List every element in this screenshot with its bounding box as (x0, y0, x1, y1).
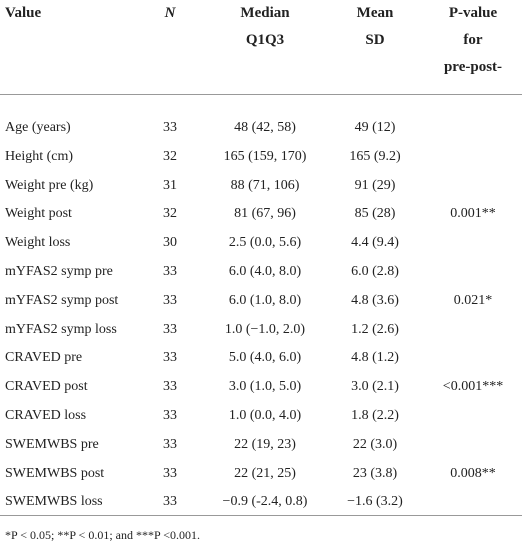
table-cell: Weight pre (kg) (5, 177, 94, 193)
table-cell: Weight loss (5, 235, 71, 251)
table-cell: 23 (3.8) (352, 465, 398, 481)
table-cell: 4.8 (3.6) (351, 292, 399, 308)
table-cell: Age (years) (5, 120, 71, 135)
table-cell: 81 (67, 96) (234, 206, 296, 222)
header-cell: for (463, 32, 483, 48)
header-cell: Mean (356, 5, 394, 21)
table-cell: Weight post (5, 206, 72, 222)
header-cell: SD (365, 32, 385, 48)
table-cell: CRAVED loss (5, 408, 87, 423)
table-cell: 1.8 (2.2) (351, 408, 399, 423)
table-cell: 1.0 (−1.0, 2.0) (224, 321, 306, 337)
table-cell: 88 (71, 106) (230, 177, 300, 193)
table-cell: mYFAS2 symp pre (5, 264, 113, 279)
table-cell: 48 (42, 58) (234, 120, 296, 135)
table-cell: 5.0 (4.0, 6.0) (228, 350, 302, 366)
footnote: *P < 0.05; **P < 0.01; and ***P <0.001. (5, 528, 200, 542)
table-cell: 32 (163, 148, 177, 164)
table-cell: Height (cm) (5, 148, 74, 164)
table-cell: 30 (163, 235, 177, 251)
table-cell: 1.0 (0.0, 4.0) (228, 408, 302, 423)
table-cell: 0.001** (450, 206, 496, 222)
table-cell: −0.9 (-2.4, 0.8) (222, 494, 308, 510)
table-cell: 1.2 (2.6) (351, 321, 399, 337)
table-cell: 22 (21, 25) (234, 465, 296, 481)
table-cell: 33 (163, 350, 177, 366)
table-cell: CRAVED post (5, 379, 88, 395)
table-cell: 0.021* (453, 292, 493, 308)
header-cell: Q1Q3 (245, 32, 285, 48)
bottom-rule (0, 515, 522, 516)
table-cell: mYFAS2 symp loss (5, 321, 117, 337)
table-cell: SWEMWBS pre (5, 436, 99, 452)
table-cell: 33 (163, 494, 177, 510)
header-rule (0, 94, 522, 95)
header-cell: P-value (448, 5, 498, 21)
header-cell: N (164, 5, 176, 21)
table-cell: 33 (163, 465, 177, 481)
table-cell: 31 (163, 177, 177, 193)
table-cell: 33 (163, 264, 177, 279)
table-cell: 3.0 (2.1) (351, 379, 399, 395)
header-cell: pre-post- (443, 59, 503, 75)
table-cell: 33 (163, 120, 177, 135)
table-cell: 4.8 (1.2) (351, 350, 399, 366)
table-cell: 22 (3.0) (352, 436, 398, 452)
table-cell: 33 (163, 379, 177, 395)
header-cell: Median (240, 5, 290, 21)
table-cell: 2.5 (0.0, 5.6) (228, 235, 302, 251)
table-cell: 33 (163, 321, 177, 337)
table-cell: 0.008** (450, 465, 496, 481)
table-cell: 91 (29) (354, 177, 396, 193)
table-cell: 4.4 (9.4) (351, 235, 399, 251)
table-cell: 165 (159, 170) (223, 148, 307, 164)
table-cell: 33 (163, 292, 177, 308)
table-cell: 33 (163, 408, 177, 423)
table-cell: <0.001*** (442, 379, 504, 395)
table-cell: SWEMWBS loss (5, 494, 103, 510)
table-cell: 33 (163, 436, 177, 452)
table-cell: −1.6 (3.2) (347, 494, 403, 510)
table-cell: 3.0 (1.0, 5.0) (228, 379, 302, 395)
table-cell: 165 (9.2) (349, 148, 401, 164)
table-cell: 6.0 (4.0, 8.0) (228, 264, 302, 279)
table-cell: SWEMWBS post (5, 465, 105, 481)
table-cell: 32 (163, 206, 177, 222)
table-cell: 85 (28) (354, 206, 396, 222)
header-cell: Value (5, 5, 42, 21)
table-cell: 22 (19, 23) (234, 436, 296, 452)
table-cell: 49 (12) (354, 120, 396, 135)
table-cell: CRAVED pre (5, 350, 83, 366)
table-cell: 6.0 (1.0, 8.0) (228, 292, 302, 308)
table-cell: mYFAS2 symp post (5, 292, 119, 308)
table-cell: 6.0 (2.8) (351, 264, 399, 279)
